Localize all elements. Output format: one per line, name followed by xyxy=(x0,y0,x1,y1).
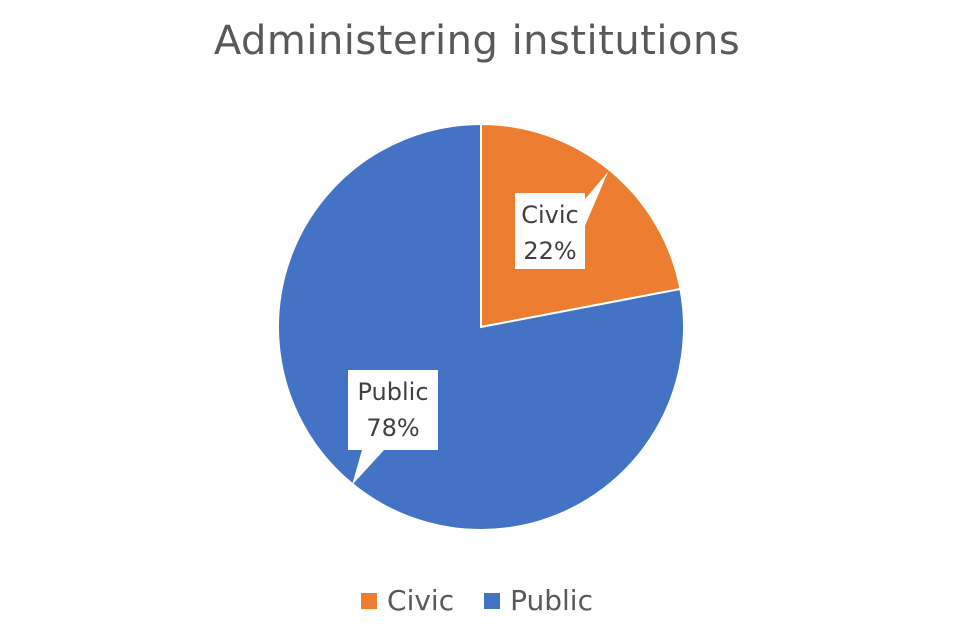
legend-label-civic: Civic xyxy=(387,584,455,617)
data-label-name-civic: Civic xyxy=(521,201,579,229)
legend-swatch-civic xyxy=(361,592,378,609)
data-label-value-public: 78% xyxy=(366,414,419,442)
legend-item-civic: Civic xyxy=(361,584,454,617)
callout-box-public xyxy=(348,370,438,450)
data-label-public: Public 78% xyxy=(348,370,438,485)
callout-pointer-public xyxy=(352,450,384,485)
pie-slices xyxy=(277,122,685,531)
callout-box-civic xyxy=(515,193,585,269)
chart-title: Administering institutions xyxy=(213,18,741,64)
legend: Civic Public xyxy=(0,584,954,617)
pie-callouts: Civic 22% Public 78% xyxy=(348,172,608,485)
legend-swatch-public xyxy=(484,592,501,609)
data-label-civic: Civic 22% xyxy=(515,172,608,269)
callout-pointer-civic xyxy=(574,172,608,228)
data-label-name-public: Public xyxy=(357,378,428,406)
legend-label-public: Public xyxy=(510,584,593,617)
data-label-value-civic: 22% xyxy=(523,237,576,265)
legend-item-public: Public xyxy=(484,584,593,617)
